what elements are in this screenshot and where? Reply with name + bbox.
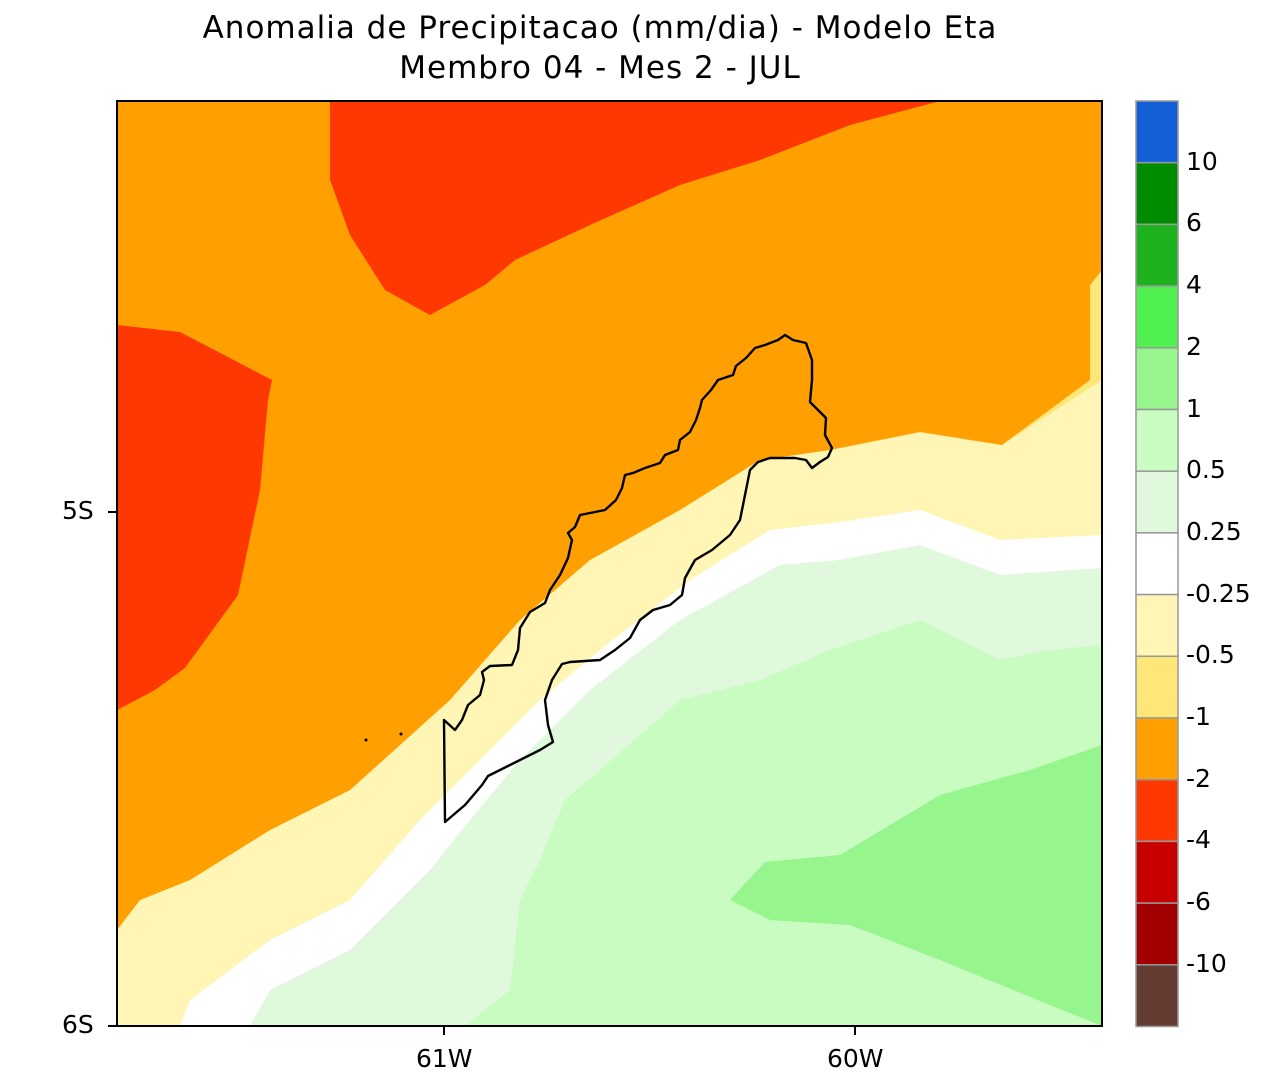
chart-title: Anomalia de Precipitacao (mm/dia) - Mode…	[202, 10, 998, 46]
colorbar-label: 4	[1186, 270, 1202, 300]
contour-red-west	[117, 325, 272, 710]
colorbar-swatch	[1135, 717, 1179, 781]
contour-orange	[117, 101, 1102, 930]
colorbar-swatch	[1135, 285, 1179, 349]
colorbar-label: -1	[1186, 702, 1211, 731]
colorbar-swatch	[1135, 223, 1179, 287]
colorbar-swatch	[1135, 593, 1179, 658]
colorbar-swatch	[1135, 161, 1179, 226]
island-dot	[364, 738, 368, 742]
colorbar-label: 6	[1186, 208, 1202, 238]
colorbar-swatch	[1135, 470, 1179, 534]
colorbar-label: -10	[1186, 948, 1227, 978]
colorbar-swatch	[1135, 964, 1179, 1028]
x-tick-label-61w: 61W	[416, 1044, 473, 1073]
region-outline	[442, 333, 834, 824]
colorbar-label: 1	[1186, 393, 1202, 423]
y-tick-label-5s: 5S	[62, 496, 94, 525]
colorbar-label: -4	[1186, 825, 1211, 855]
colorbar-label: -0.5	[1186, 640, 1235, 670]
colorbar-swatch	[1135, 655, 1179, 719]
colorbar-swatch	[1135, 408, 1179, 472]
chart-subtitle: Membro 04 - Mes 2 - JUL	[399, 50, 801, 86]
colorbar-label: -0.25	[1186, 578, 1251, 608]
x-tick-label-60w: 60W	[827, 1044, 884, 1073]
colorbar-label: 0.25	[1186, 516, 1242, 546]
colorbar-label: -2	[1186, 763, 1211, 793]
y-tick-label-6s: 6S	[62, 1010, 94, 1039]
island-dot	[399, 732, 403, 736]
map-plot-area	[117, 101, 1102, 1026]
colorbar-swatch	[1135, 532, 1179, 596]
plot-frame	[116, 100, 1103, 1027]
colorbar	[1135, 100, 1179, 1028]
contour-red-north	[330, 101, 940, 315]
colorbar-swatch	[1135, 100, 1179, 164]
colorbar-swatch	[1135, 902, 1179, 966]
colorbar-label: 10	[1186, 146, 1218, 176]
colorbar-swatch	[1135, 778, 1179, 843]
colorbar-swatch	[1135, 840, 1179, 904]
contour-green	[730, 745, 1102, 1026]
colorbar-label: -6	[1186, 887, 1211, 917]
colorbar-label: 0.5	[1186, 455, 1226, 485]
colorbar-swatch	[1135, 347, 1179, 411]
colorbar-label: 2	[1186, 331, 1202, 361]
